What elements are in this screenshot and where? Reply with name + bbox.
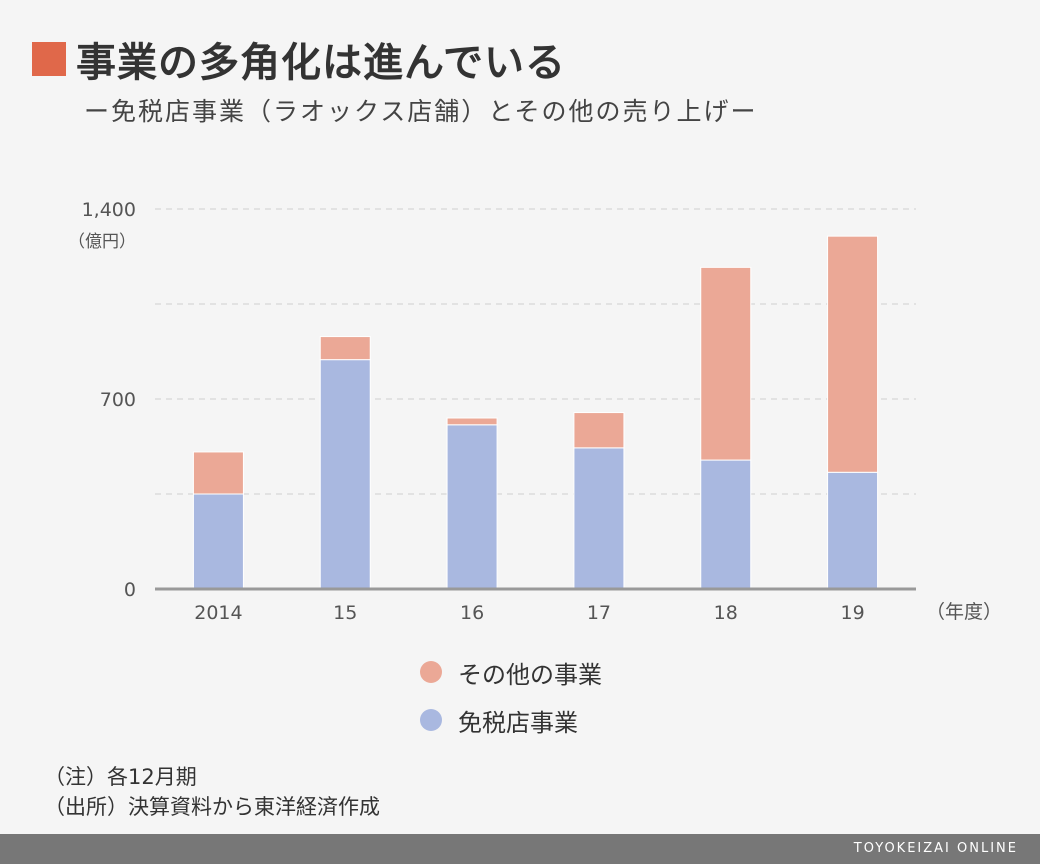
bar-segment (827, 235, 879, 473)
bar-segment (192, 493, 244, 590)
footer-brand: TOYOKEIZAI ONLINE (853, 841, 1018, 856)
y-axis-unit-label: （億円） (68, 232, 136, 252)
note-source: （出所）決算資料から東洋経済作成 (44, 795, 380, 819)
x-tick-label: 15 (333, 602, 357, 624)
legend-item-other: その他の事業 (420, 648, 602, 696)
notes: （注）各12月期 （出所）決算資料から東洋経済作成 (44, 762, 380, 822)
footer-bar: TOYOKEIZAI ONLINE (0, 834, 1040, 864)
x-tick-label: 19 (840, 602, 864, 624)
legend-label-other: その他の事業 (458, 660, 602, 689)
bar-segment (573, 412, 625, 449)
legend-swatch-other (420, 661, 442, 683)
y-tick-label: 700 (100, 389, 136, 411)
title-marker (32, 42, 66, 76)
bar-segment (827, 471, 879, 590)
legend-label-dutyfree: 免税店事業 (458, 708, 578, 737)
y-tick-label: 0 (124, 579, 136, 601)
x-tick-label: 16 (460, 602, 484, 624)
legend-item-dutyfree: 免税店事業 (420, 696, 602, 744)
x-tick-label: 18 (714, 602, 738, 624)
legend-swatch-dutyfree (420, 709, 442, 731)
bar-segment (446, 424, 498, 590)
chart-subtitle: ー免税店事業（ラオックス店舗）とその他の売り上げー (84, 97, 758, 126)
bar-segment (573, 447, 625, 590)
bar-segment (192, 451, 244, 495)
bar-segment (319, 336, 371, 361)
x-tick-label: 2014 (194, 602, 242, 624)
y-tick-label: 1,400 (82, 199, 136, 221)
x-tick-label: 17 (587, 602, 611, 624)
note-period: （注）各12月期 (44, 765, 197, 789)
bar-segment (700, 459, 752, 590)
x-axis-unit-label: （年度） (926, 601, 1002, 623)
bar-segment (446, 417, 498, 426)
bar-segment (319, 359, 371, 590)
bar-segment (700, 266, 752, 461)
legend: その他の事業 免税店事業 (420, 648, 602, 744)
title-block: 事業の多角化は進んでいる (32, 30, 566, 88)
chart-title: 事業の多角化は進んでいる (76, 40, 566, 86)
